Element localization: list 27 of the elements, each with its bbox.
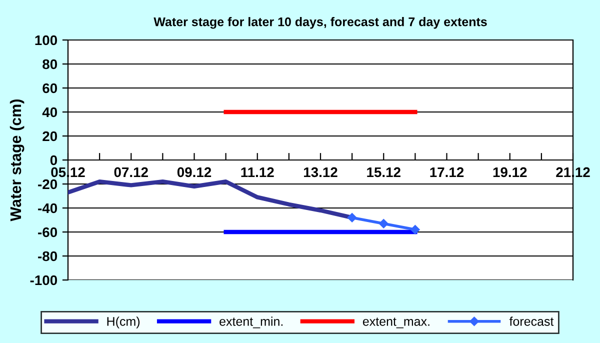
point [410,224,420,234]
point [347,212,357,222]
y-axis-title: Water stage (cm) [10,99,24,222]
point [379,218,388,228]
y-tick-label: 100 [35,35,58,46]
y-tick-label: 80 [42,59,58,70]
y-tick-label: 40 [42,107,58,118]
y-tick-label: 60 [42,83,58,94]
y-tick-label: -20 [38,179,58,190]
legend-label: extent_max. [362,318,430,328]
legend-label: extent_min. [220,316,283,328]
x-tick-label: 07.12 [114,167,148,178]
x-tick-label: 13.12 [304,167,338,178]
legend-label: H(cm) [107,316,140,328]
chart-title: Water stage for later 10 days, forecast and 7 day extents [154,17,487,29]
y-tick-label: 20 [42,131,58,142]
x-tick-label: 17.12 [430,167,464,178]
y-tick-label: -80 [38,251,58,262]
legend-label: forecast [509,316,554,326]
x-tick-label: 19.12 [493,167,527,178]
x-tick-label: 15.12 [367,167,400,178]
y-tick-label: -100 [30,275,58,286]
x-tick-label: 11.12 [241,167,274,178]
x-tick-label: 09.12 [177,167,212,178]
y-tick-label: -60 [38,227,58,238]
y-tick-label: -40 [38,203,58,214]
y-tick-label: 0 [50,155,58,166]
